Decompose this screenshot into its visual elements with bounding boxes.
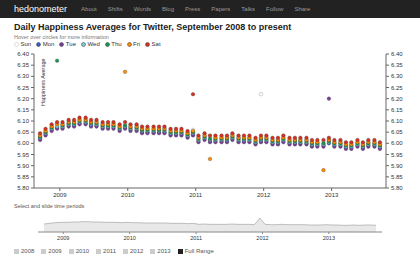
svg-text:2009: 2009 [57,235,69,241]
html-text:Words: Words [133,6,151,12]
html-text:2013: 2013 [157,248,171,254]
svg-text:2011: 2011 [190,235,202,241]
html-text:Follow: Follow [266,6,284,12]
html-text:2012: 2012 [130,248,144,254]
svg-text:6.10: 6.10 [17,118,29,124]
html-text:2010: 2010 [75,248,90,254]
svg-text:5.80: 5.80 [391,185,403,191]
html-text:Fri: Fri [133,41,141,47]
svg-text:5.90: 5.90 [17,163,29,169]
svg-text:2013: 2013 [325,192,339,198]
svg-text:5.90: 5.90 [391,163,403,169]
svg-text:6.30: 6.30 [17,73,29,79]
html-text:Hover over circles for more in: Hover over circles for more information [14,34,109,40]
svg-text:6.35: 6.35 [391,62,403,68]
svg-text:6.00: 6.00 [17,140,29,146]
svg-text:6.30: 6.30 [391,73,403,79]
html-text:2011: 2011 [103,248,116,254]
svg-text:2010: 2010 [124,235,136,241]
svg-text:6.40: 6.40 [391,51,403,57]
svg-text:5.95: 5.95 [17,152,29,158]
svg-text:5.85: 5.85 [17,174,29,180]
html-text:Happiness Average: Happiness Average [40,58,46,106]
html-text:Shifts: Shifts [107,6,123,12]
html-text:Sun: Sun [20,41,32,47]
html-text:Wed: Wed [87,41,100,47]
html-text:Papers: Papers [211,6,231,12]
svg-text:6.05: 6.05 [391,129,403,135]
svg-text:5.95: 5.95 [391,152,403,158]
svg-text:2010: 2010 [121,192,135,198]
html-text:Mon: Mon [42,41,55,47]
svg-text:6.40: 6.40 [17,51,29,57]
svg-text:6.15: 6.15 [391,107,403,113]
svg-text:6.25: 6.25 [391,85,403,91]
html-text:Sat: Sat [151,41,161,47]
svg-text:6.15: 6.15 [17,107,29,113]
svg-text:2012: 2012 [257,192,271,198]
svg-text:6.35: 6.35 [17,62,29,68]
html-text:Talks: Talks [241,6,255,12]
html-text:Daily Happiness Averages for T: Daily Happiness Averages for Twitter, Se… [14,22,292,32]
svg-text:2011: 2011 [189,192,203,198]
svg-text:5.80: 5.80 [17,185,29,191]
html-text:Press: Press [185,6,201,12]
html-text:Thu: Thu [111,41,122,47]
svg-text:6.25: 6.25 [17,85,29,91]
svg-text:6.05: 6.05 [17,129,29,135]
svg-text:6.10: 6.10 [391,118,403,124]
html-text:Share: Share [294,6,311,12]
html-text:Blog: Blog [162,6,174,12]
svg-text:5.85: 5.85 [391,174,403,180]
svg-text:6.20: 6.20 [391,96,403,102]
html-text:2009: 2009 [48,248,62,254]
svg-text:6.20: 6.20 [17,96,29,102]
html-text:Tue: Tue [65,41,76,47]
html-text:About: About [81,6,97,12]
html-text:Select and slide time periods: Select and slide time periods [14,203,85,209]
html-text:hedonometer: hedonometer [14,4,67,14]
svg-text:6.00: 6.00 [391,140,403,146]
html-text:Full Range: Full Range [184,248,214,254]
svg-text:2009: 2009 [53,192,67,198]
html-text:2008: 2008 [21,248,35,254]
svg-text:2013: 2013 [323,235,335,241]
svg-text:2012: 2012 [256,235,268,241]
